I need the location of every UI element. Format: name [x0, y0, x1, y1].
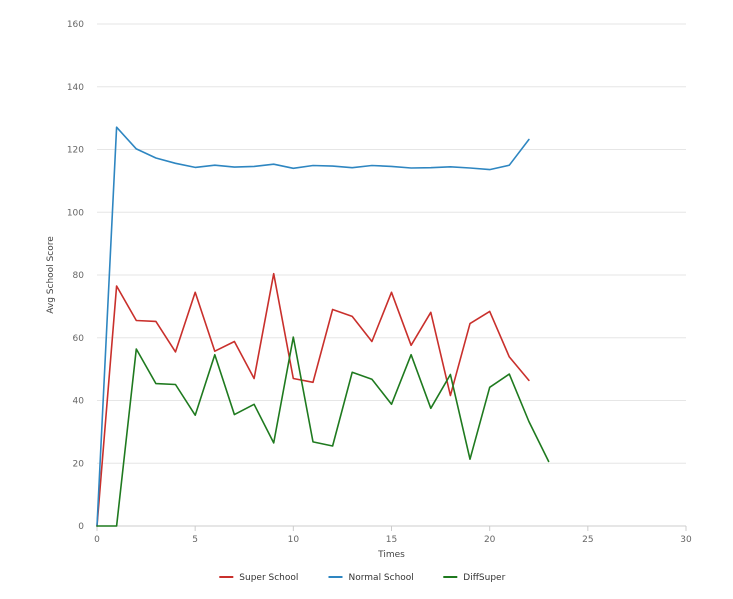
y-axis-title: Avg School Score [46, 236, 56, 314]
x-tick-label: 0 [94, 535, 100, 545]
x-tick-label: 30 [680, 535, 692, 545]
y-tick-label: 60 [73, 334, 85, 344]
y-tick-label: 0 [78, 522, 84, 532]
y-tick-label: 160 [67, 20, 84, 30]
series-line-diffsuper [96, 336, 550, 527]
legend-item-diffsuper[interactable]: DiffSuper [443, 573, 506, 583]
y-tick-label: 40 [73, 397, 85, 407]
legend-label: Normal School [349, 573, 414, 583]
legend-item-normal-school[interactable]: Normal School [328, 573, 414, 583]
series-line-super-school [96, 272, 530, 527]
axes: 0 20 40 60 80 100 120 140 160 0 5 10 15 20 25 30 [67, 20, 692, 545]
gridlines [97, 23, 686, 527]
series-lines [96, 126, 550, 527]
x-tick-label: 20 [484, 535, 496, 545]
series-line-normal-school [96, 126, 530, 527]
legend-label: DiffSuper [463, 573, 505, 583]
y-tick-label: 140 [67, 83, 84, 93]
legend: Super School Normal School DiffSuper [219, 573, 506, 583]
y-tick-label: 100 [67, 208, 84, 218]
x-tick-label: 10 [288, 535, 300, 545]
x-tick-label: 25 [582, 535, 593, 545]
x-tick-label: 15 [386, 535, 397, 545]
x-axis-title: Times [377, 550, 405, 560]
y-tick-label: 80 [73, 271, 85, 281]
y-tick-label: 120 [67, 146, 84, 156]
legend-item-super-school[interactable]: Super School [219, 573, 298, 583]
x-tick-label: 5 [192, 535, 198, 545]
legend-label: Super School [239, 573, 298, 583]
y-tick-label: 20 [73, 459, 85, 469]
